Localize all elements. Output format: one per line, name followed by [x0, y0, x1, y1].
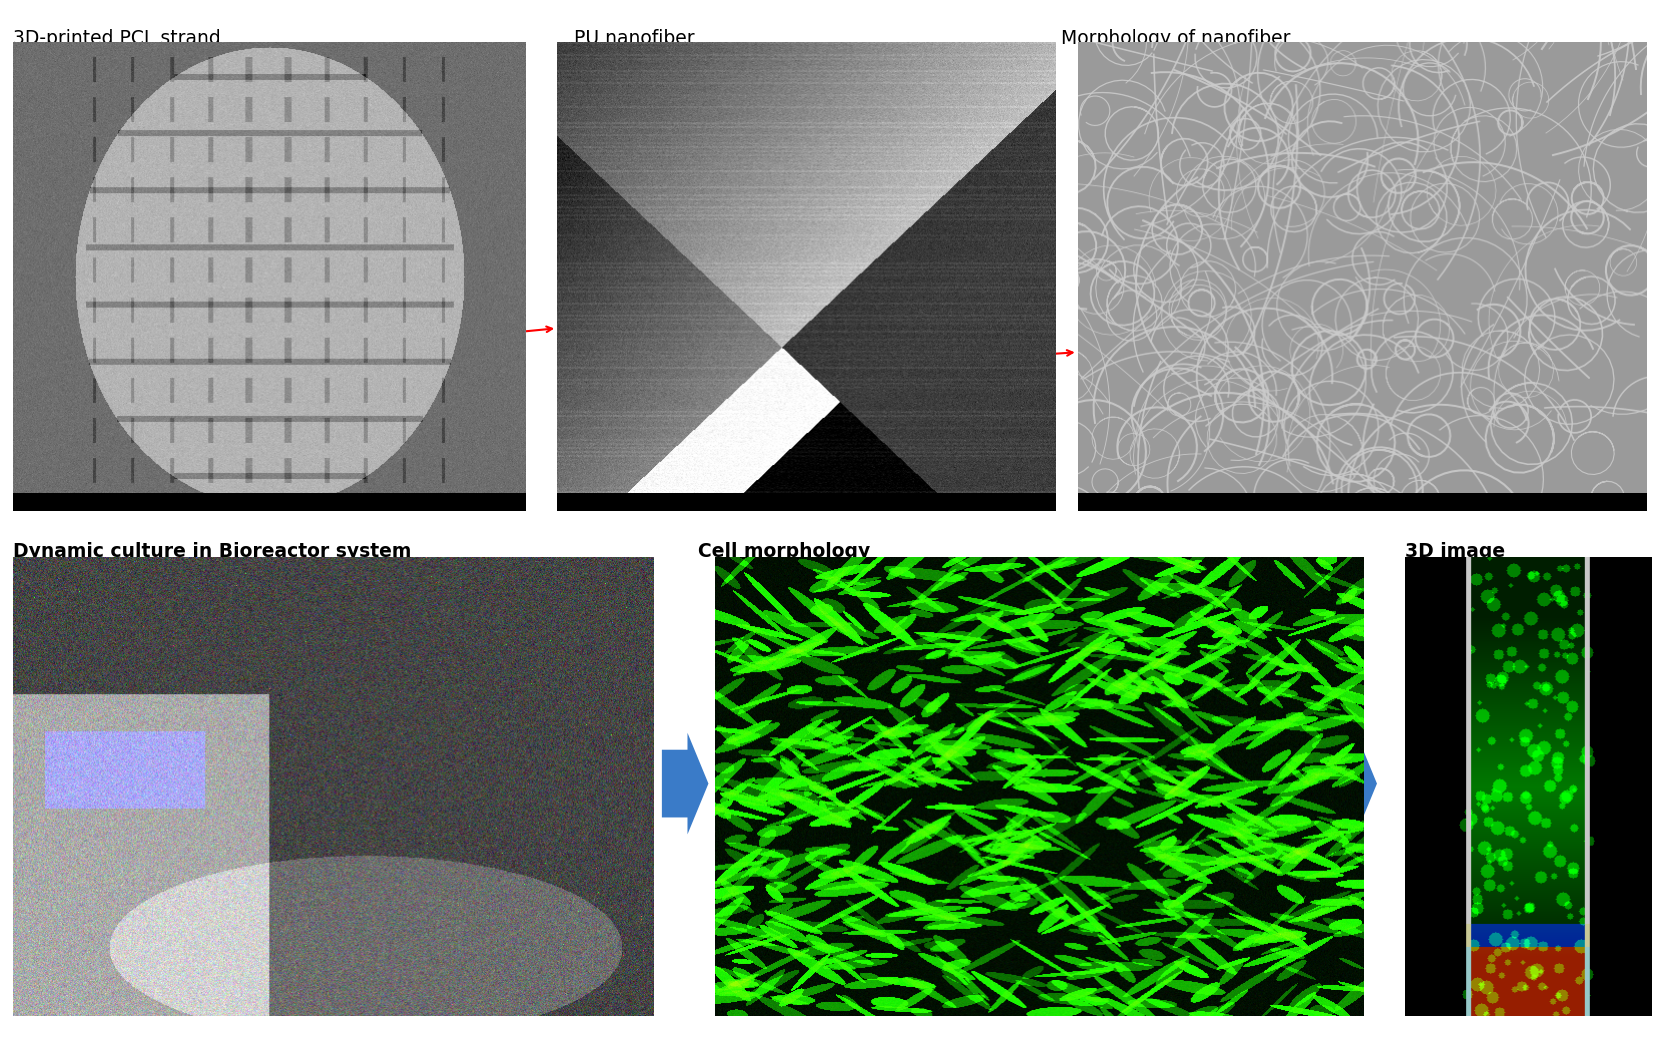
- Text: SNUH    LEI    5.0kV    X850    WD 10.0mm    10μm: SNUH LEI 5.0kV X850 WD 10.0mm 10μm: [1081, 499, 1289, 505]
- Text: 3D-printed PCL strand: 3D-printed PCL strand: [13, 29, 221, 48]
- Bar: [757, 346, 798, 396]
- Text: SNUH    LEI    5.0kV    X300    WD 9.9mm    10μm: SNUH LEI 5.0kV X300 WD 9.9mm 10μm: [560, 499, 765, 505]
- Text: Morphology of nanofiber: Morphology of nanofiber: [1061, 29, 1290, 48]
- Text: Bioreactor system: Bioreactor system: [33, 581, 190, 596]
- Text: SNUH    LEI    5.0kV    X25    WD 3.0mm    1mm: SNUH LEI 5.0kV X25 WD 3.0mm 1mm: [17, 499, 213, 505]
- FancyArrow shape: [662, 733, 708, 835]
- Bar: [246, 323, 309, 380]
- Text: Cell morphology: Cell morphology: [698, 542, 871, 561]
- Text: Dynamic culture in Bioreactor system: Dynamic culture in Bioreactor system: [13, 542, 412, 561]
- FancyArrow shape: [1330, 733, 1377, 835]
- Text: PU nanofiber: PU nanofiber: [574, 29, 695, 48]
- Text: 3D image: 3D image: [1405, 542, 1505, 561]
